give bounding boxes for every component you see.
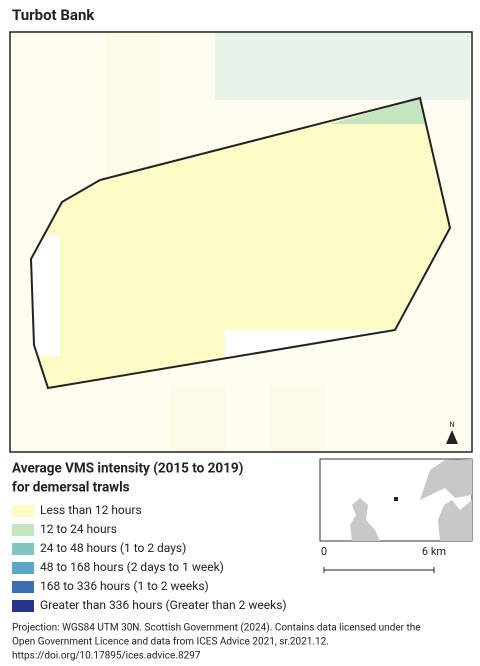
legend-label: 168 to 336 hours (1 to 2 weeks)	[40, 579, 209, 593]
scale-bar	[323, 567, 435, 573]
footer-text: https://doi.org/10.17895/ices.advice.829…	[12, 651, 201, 662]
legend-swatch	[12, 581, 34, 593]
no-data-area	[31, 236, 60, 356]
faded-area	[270, 385, 325, 451]
legend-label: 12 to 24 hours	[40, 522, 117, 536]
faded-area	[215, 32, 470, 100]
legend-title: for demersal trawls	[12, 480, 130, 496]
map-frame	[9, 31, 473, 453]
legend-swatch	[12, 600, 34, 612]
legend-label: Greater than 336 hours (Greater than 2 w…	[40, 598, 287, 612]
map-title: Turbot Bank	[12, 6, 95, 24]
land	[438, 500, 472, 541]
north-arrow	[446, 430, 458, 444]
inset-map	[319, 458, 473, 542]
intensity-area	[330, 98, 428, 124]
legend-swatch	[12, 524, 34, 536]
site-boundary	[29, 96, 452, 390]
legend-label: 48 to 168 hours (2 days to 1 week)	[40, 560, 224, 574]
location-marker	[394, 497, 398, 501]
legend-swatch	[12, 543, 34, 555]
main-map: N	[9, 31, 473, 453]
footer-text: Projection: WGS84 UTM 30N. Scottish Gove…	[12, 622, 421, 634]
intensity-area	[31, 98, 450, 388]
faded-area	[105, 32, 160, 182]
legend-swatch	[12, 562, 34, 574]
land	[420, 459, 472, 500]
scale-label: 0	[321, 545, 327, 558]
legend: Less than 12 hours 12 to 24 hours 24 to 48…	[12, 503, 287, 612]
faded-area	[170, 385, 225, 451]
north-label: N	[450, 421, 455, 429]
land	[350, 498, 380, 541]
legend-swatch	[12, 505, 34, 517]
scale-label: 6 km	[422, 545, 446, 558]
legend-title: Average VMS intensity (2015 to 2019)	[12, 461, 243, 477]
footer-text: Open Government Licence and data from IC…	[12, 636, 329, 648]
legend-label: 24 to 48 hours (1 to 2 days)	[40, 541, 186, 555]
legend-label: Less than 12 hours	[40, 503, 142, 517]
